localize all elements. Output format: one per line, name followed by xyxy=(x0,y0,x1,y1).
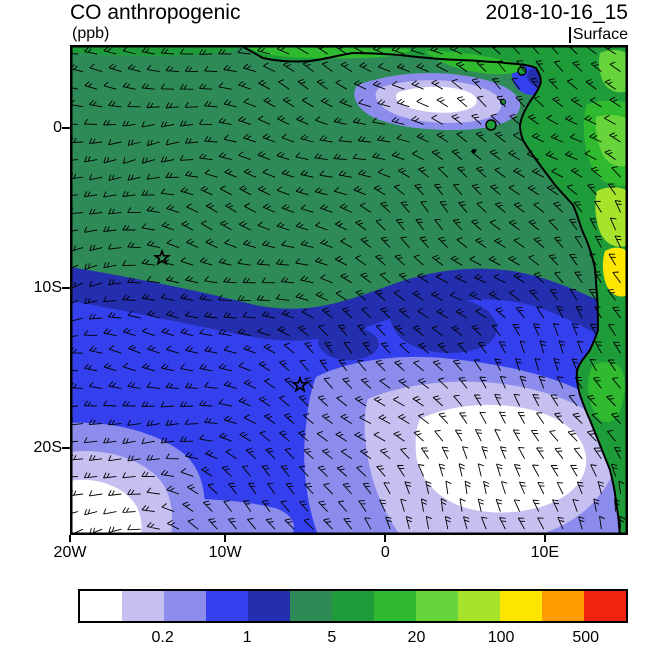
colorbar-labels: 0.2 1 5 20 100 500 xyxy=(78,629,628,651)
coastline xyxy=(239,45,621,535)
colorbar-box-9 xyxy=(458,591,500,621)
colorbar-box-12 xyxy=(584,591,626,621)
x-tick-label-3: 10E xyxy=(530,544,560,561)
station-markers xyxy=(153,248,309,393)
plot-datetime: 2018-10-16_15 xyxy=(485,1,628,24)
y-tick-label-0: 0 xyxy=(53,118,62,136)
colorbar xyxy=(78,589,628,623)
colorbar-box-10 xyxy=(500,591,542,621)
y-tick-label-1: 10S xyxy=(33,279,62,297)
darkblue-patch-2 xyxy=(318,326,379,361)
africa-landmass xyxy=(240,45,628,535)
map-frame xyxy=(70,45,628,535)
colorbar-tick-label-0: 0.2 xyxy=(151,629,174,646)
colorbar-box-1 xyxy=(122,591,164,621)
colorbar-box-8 xyxy=(416,591,458,621)
map-area xyxy=(70,45,628,535)
colorbar-box-5 xyxy=(290,591,332,621)
plot-level-label: Surface xyxy=(572,26,628,43)
y-tick-mark xyxy=(62,287,70,290)
y-tick-label-2: 20S xyxy=(33,438,62,456)
colorbar-tick-label-3: 20 xyxy=(407,629,426,646)
land-patch-congo-yellowgreen xyxy=(595,187,628,247)
island-sao-tome xyxy=(485,119,497,131)
land-patch-niger-delta xyxy=(425,51,525,75)
land-patch-guinea-coast xyxy=(248,47,410,59)
colorbar-tick-label-5: 500 xyxy=(572,629,600,646)
pocket-white xyxy=(395,86,477,113)
plot-level: Surface xyxy=(568,26,628,44)
white-minimum-region xyxy=(415,404,587,513)
sw-corner-white xyxy=(70,479,142,535)
y-axis-labels: 0 10S 20S xyxy=(12,45,66,535)
y-tick-mark xyxy=(62,126,70,129)
x-axis-labels: 20W 10W 0 10E xyxy=(54,544,628,566)
station-star-1 xyxy=(291,375,309,393)
colorbar-tick-label-2: 5 xyxy=(327,629,337,646)
y-tick-mark xyxy=(62,446,70,449)
x-tick-mark xyxy=(224,535,227,542)
colorbar-tick-label-4: 100 xyxy=(487,629,515,646)
island-bioko xyxy=(517,66,527,76)
x-tick-label-2: 0 xyxy=(380,544,390,561)
colorbar-box-11 xyxy=(542,591,584,621)
land-patch-angola-south xyxy=(588,362,625,423)
plot-title: CO anthropogenic xyxy=(70,1,241,24)
colorbar-box-3 xyxy=(206,591,248,621)
station-star-0 xyxy=(153,248,171,266)
colorbar-box-6 xyxy=(332,591,374,621)
map-canvas xyxy=(70,45,628,535)
x-tick-label-1: 10W xyxy=(208,544,242,561)
colorbar-box-7 xyxy=(374,591,416,621)
x-tick-mark xyxy=(384,535,387,542)
x-tick-mark xyxy=(69,535,71,542)
colorbar-box-2 xyxy=(164,591,206,621)
darkblue-patch-1 xyxy=(390,296,497,353)
x-tick-mark xyxy=(543,535,546,542)
colorbar-box-0 xyxy=(80,591,122,621)
colorbar-box-4 xyxy=(248,591,290,621)
level-tick-icon xyxy=(568,27,571,43)
x-tick-label-0: 20W xyxy=(53,544,87,561)
land-patch-gabon-core xyxy=(595,114,628,167)
plot-units: (ppb) xyxy=(72,25,110,42)
colorbar-tick-label-1: 1 xyxy=(242,629,252,646)
